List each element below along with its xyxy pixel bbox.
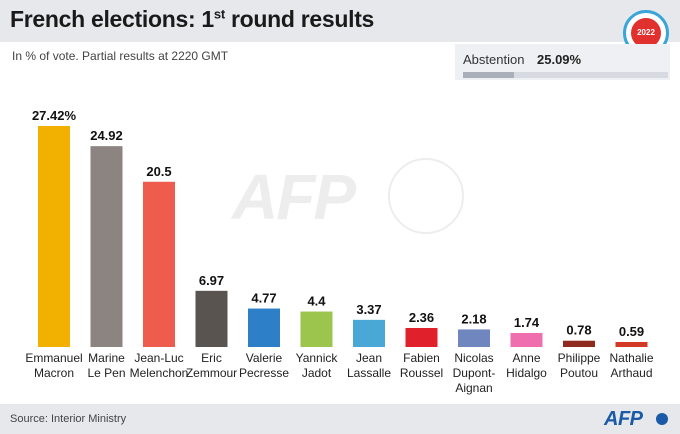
value-label-4: 4.77 [251,291,276,306]
abstention-label: Abstention [463,52,525,67]
category-label-1-1: Marine [88,351,125,365]
chart-title: French elections: 1st round results [10,6,374,33]
category-label-11-2: Arthaud [610,366,652,380]
abstention-progress-fill [463,72,515,78]
category-label-1-2: Le Pen [87,366,125,380]
bar-11 [615,342,648,347]
afp-logo: AFP [604,408,643,430]
value-label-8: 2.18 [461,311,486,326]
abstention-panel: Abstention 25.09% [455,44,670,80]
bar-9 [510,332,543,347]
category-label-10-2: Poutou [560,366,598,380]
afp-logo-dot-icon [656,413,668,425]
bar-1 [90,146,123,347]
value-label-3: 6.97 [199,273,224,288]
chart-subtitle: In % of vote. Partial results at 2220 GM… [12,49,229,63]
afp-watermark: AFP [232,161,356,233]
category-label-6-2: Lassalle [347,366,391,380]
title-end: round results [224,6,375,32]
bar-0 [38,126,70,347]
category-label-6-1: Jean [356,351,382,365]
header-bar: French elections: 1st round results [0,0,680,42]
bar-10 [563,340,595,347]
category-label-3-1: Eric [201,351,222,365]
category-label-4-2: Pecresse [239,366,289,380]
source-note: Source: Interior Ministry [10,413,127,425]
title-main: French elections: 1 [10,6,214,32]
footer-bar: Source: Interior Ministry AFP [0,404,680,434]
value-label-9: 1.74 [514,315,540,330]
bar-5 [300,311,333,347]
value-label-0: 27.42% [32,108,77,123]
value-label-1: 24.92 [90,128,123,143]
category-label-10-1: Philippe [558,351,601,365]
category-label-2-2: Melenchon [130,366,189,380]
bar-7 [405,327,438,347]
bar-3 [195,290,228,347]
value-label-10: 0.78 [566,323,591,338]
category-label-0-2: Macron [34,366,74,380]
category-label-8-2: Dupont- [453,366,496,380]
value-label-2: 20.5 [146,164,171,179]
value-label-7: 2.36 [409,310,434,325]
bar-6 [353,319,385,347]
value-label-5: 4.4 [307,294,326,309]
category-label-8-3: Aignan [455,381,492,395]
category-label-5-2: Jadot [302,366,332,380]
title-superscript: st [213,6,225,22]
category-label-8-1: Nicolas [454,351,493,365]
category-label-0-1: Emmanuel [25,351,82,365]
abstention-progress-track [463,72,668,78]
bar-4 [248,308,280,347]
value-label-11: 0.59 [619,324,644,339]
category-label-11-1: Nathalie [609,351,653,365]
category-label-4-1: Valerie [246,351,283,365]
category-label-3-2: Zemmour [186,366,237,380]
abstention-value: 25.09% [537,52,582,67]
category-label-7-1: Fabien [403,351,440,365]
category-label-9-1: Anne [512,351,540,365]
watermark-circle-icon [388,158,464,234]
badge-year: 2022 [631,18,661,48]
category-label-9-2: Hidalgo [506,366,547,380]
category-label-5-1: Yannick [296,351,339,365]
category-label-2-1: Jean-Luc [134,351,183,365]
value-label-6: 3.37 [356,302,381,317]
bar-2 [143,181,175,347]
bar-8 [458,329,490,347]
category-label-7-2: Roussel [400,366,443,380]
